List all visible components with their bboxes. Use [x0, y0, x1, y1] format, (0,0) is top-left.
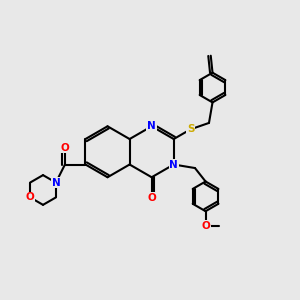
Text: S: S	[187, 124, 194, 134]
Text: N: N	[52, 178, 60, 188]
Text: N: N	[169, 160, 178, 170]
Text: N: N	[147, 121, 156, 131]
Text: O: O	[201, 221, 210, 231]
Text: O: O	[61, 142, 69, 152]
Text: O: O	[26, 192, 34, 203]
Text: O: O	[147, 193, 156, 203]
